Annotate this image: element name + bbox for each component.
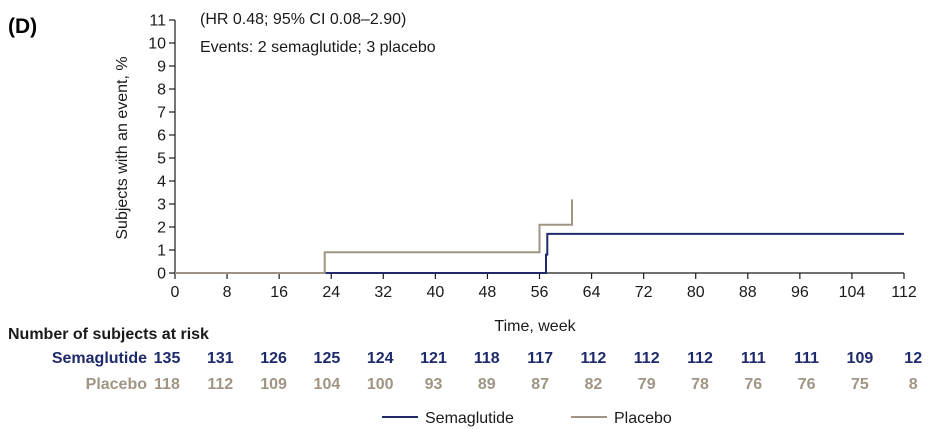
risk-value: 111 [794, 350, 819, 367]
risk-value: 118 [154, 376, 180, 393]
risk-value: 117 [527, 350, 553, 367]
risk-value: 79 [638, 376, 656, 393]
y-tick-label: 2 [157, 220, 166, 237]
x-tick-label: 48 [479, 284, 497, 301]
risk-value: 131 [207, 350, 234, 367]
y-tick-label: 5 [157, 151, 166, 168]
y-tick-label: 9 [157, 59, 166, 76]
y-tick-label: 10 [148, 36, 166, 53]
risk-value: 126 [260, 350, 287, 367]
risk-value: 112 [580, 350, 606, 367]
x-tick-label: 32 [374, 284, 392, 301]
risk-value: 112 [634, 350, 660, 367]
risk-value: 109 [847, 350, 874, 367]
x-tick-label: 96 [791, 284, 809, 301]
risk-value: 78 [691, 376, 709, 393]
y-tick-label: 3 [157, 197, 166, 214]
risk-value: 93 [425, 376, 443, 393]
risk-value: 76 [744, 376, 762, 393]
series-line-semaglutide [175, 232, 904, 274]
risk-value: 118 [474, 350, 500, 367]
risk-value: 87 [531, 376, 549, 393]
y-tick-label: 1 [157, 243, 166, 260]
x-tick-label: 8 [223, 284, 232, 301]
risk-value: 112 [207, 376, 233, 393]
risk-value: 75 [851, 376, 869, 393]
y-tick-label: 6 [157, 128, 166, 145]
x-tick-label: 88 [739, 284, 757, 301]
risk-value: 8 [909, 376, 918, 393]
risk-value: 125 [314, 350, 341, 367]
risk-table-title: Number of subjects at risk [8, 326, 209, 343]
x-tick-label: 16 [270, 284, 288, 301]
x-tick-label: 24 [322, 284, 340, 301]
risk-value: 109 [260, 376, 287, 393]
risk-value: 111 [741, 350, 766, 367]
x-tick-label: 40 [426, 284, 444, 301]
legend-label: Placebo [614, 410, 672, 427]
risk-row-label: Semaglutide [52, 350, 147, 367]
risk-value: 124 [367, 350, 394, 367]
y-tick-label: 7 [157, 105, 166, 122]
series-layer [175, 199, 904, 274]
risk-row-label: Placebo [86, 376, 148, 393]
y-tick-label: 8 [157, 82, 166, 99]
series-line-placebo [175, 199, 573, 274]
x-axis-title: Time, week [494, 318, 576, 335]
hr-annotation: (HR 0.48; 95% CI 0.08–2.90) [200, 11, 406, 28]
risk-value: 104 [314, 376, 341, 393]
risk-value: 82 [585, 376, 603, 393]
y-tick-label: 4 [157, 174, 166, 191]
x-tick-label: 0 [171, 284, 180, 301]
x-tick-label: 104 [839, 284, 866, 301]
risk-value: 12 [904, 350, 922, 367]
events-annotation: Events: 2 semaglutide; 3 placebo [200, 39, 436, 56]
x-tick-label: 80 [687, 284, 705, 301]
legend: Semaglutide Placebo [382, 410, 672, 427]
risk-value: 112 [687, 350, 713, 367]
y-tick-label: 0 [157, 266, 166, 283]
risk-table: Semaglutide 135 131 126 125 124 121 118 117 112 11… [52, 350, 922, 393]
risk-value: 121 [420, 350, 447, 367]
panel-label: (D) [8, 15, 37, 38]
x-tick-label: 56 [531, 284, 549, 301]
risk-value: 89 [478, 376, 496, 393]
legend-label: Semaglutide [425, 410, 514, 427]
risk-value: 100 [367, 376, 394, 393]
y-tick-label: 11 [149, 13, 166, 30]
x-tick-label: 112 [891, 284, 917, 301]
risk-value: 76 [798, 376, 816, 393]
y-axis-title: Subjects with an event, % [114, 56, 131, 239]
risk-value: 135 [154, 350, 181, 367]
x-tick-label: 72 [635, 284, 653, 301]
x-tick-label: 64 [583, 284, 601, 301]
axes: 0 8 16 24 32 40 48 56 64 72 80 88 96 104 1120123456789… [148, 13, 917, 302]
